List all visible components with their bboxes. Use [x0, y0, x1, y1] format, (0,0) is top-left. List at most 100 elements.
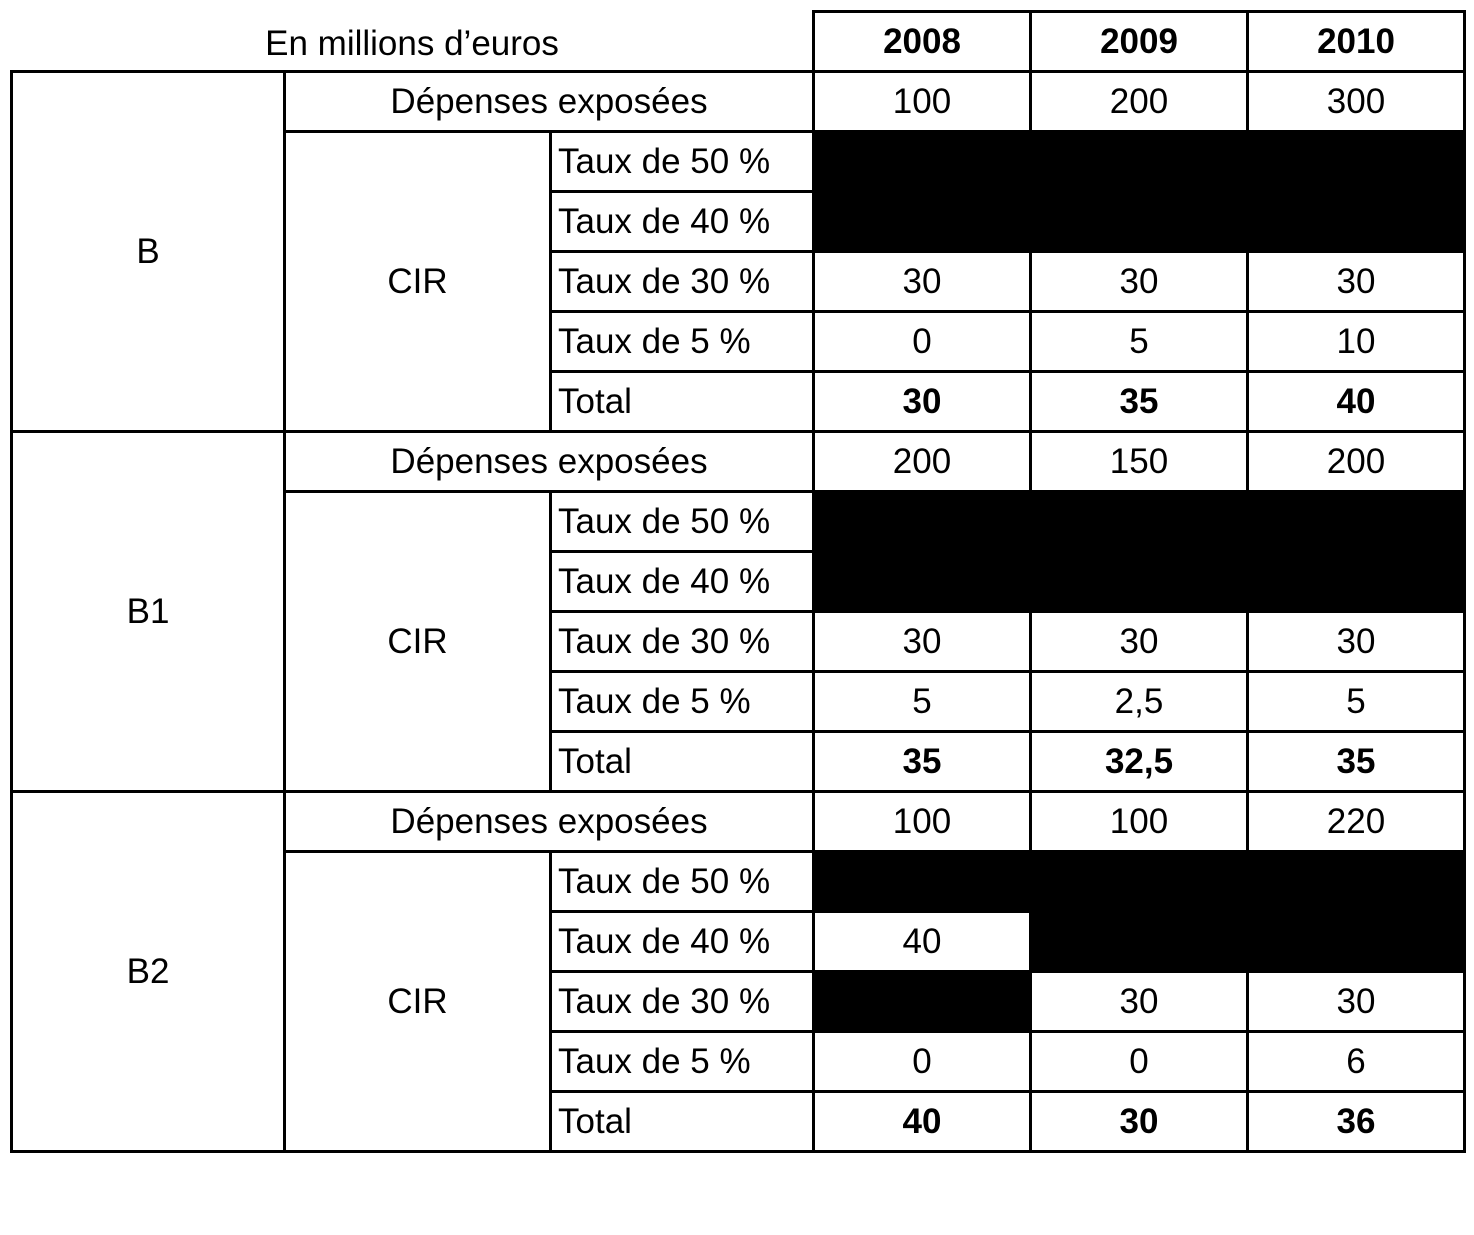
rate-value: 30: [1029, 250, 1249, 313]
expenses-value: 220: [1246, 790, 1466, 853]
rate-row: CIR Taux de 50 %: [12, 130, 1466, 433]
total-value: 36: [1246, 1090, 1466, 1153]
total-value: 30: [1029, 1090, 1249, 1153]
rate-value: 0: [1029, 1030, 1249, 1093]
blocked-cell: [1029, 850, 1249, 913]
total-value: 35: [1246, 730, 1466, 793]
rate-label: Taux de 40 %: [549, 910, 815, 973]
expenses-row: B Dépenses exposées 100 200 300: [10, 70, 1466, 433]
expenses-value: 100: [1029, 790, 1249, 853]
blocked-cell: [1029, 490, 1249, 553]
year-header: 2009: [1029, 10, 1249, 73]
blocked-cell: [1246, 850, 1466, 913]
expenses-label: Dépenses exposées: [283, 790, 815, 853]
rate-label: Taux de 50 %: [549, 130, 815, 193]
rate-row: Taux de 30 % 30 30 30: [12, 610, 1466, 673]
total-row: Total 35 32,5 35: [12, 730, 1466, 793]
rate-value: 6: [1246, 1030, 1466, 1093]
rate-value: 40: [812, 910, 1032, 973]
total-label: Total: [549, 730, 815, 793]
blocked-cell: [812, 850, 1032, 913]
blocked-cell: [1246, 550, 1466, 613]
expenses-value: 100: [812, 70, 1032, 133]
group-label: B2: [10, 790, 286, 1153]
rate-value: 0: [812, 1030, 1032, 1093]
table-caption: En millions d’euros: [265, 23, 559, 63]
cir-table: 2008 2009 2010 B Dépenses exposées 100 200 3…: [10, 10, 1466, 1153]
blocked-cell: [812, 550, 1032, 613]
rate-label: Taux de 5 %: [549, 1030, 815, 1093]
cir-label: CIR: [283, 490, 552, 793]
blocked-cell: [1246, 190, 1466, 253]
expenses-row: B1 Dépenses exposées 200 150 200: [10, 430, 1466, 793]
rate-label: Taux de 30 %: [549, 610, 815, 673]
blocked-cell: [812, 970, 1032, 1033]
rate-value: 30: [1029, 970, 1249, 1033]
rate-row: Taux de 5 % 0 5 10: [12, 310, 1466, 373]
rate-row: Taux de 30 % 30 30 30: [12, 250, 1466, 313]
cir-label: CIR: [283, 130, 552, 433]
rate-value: 5: [1246, 670, 1466, 733]
rate-label: Taux de 40 %: [549, 190, 815, 253]
caption-cell: [11, 11, 815, 73]
rate-row: CIR Taux de 50 %: [12, 490, 1466, 793]
blocked-cell: [1246, 130, 1466, 193]
total-value: 30: [812, 370, 1032, 433]
rate-value: 5: [812, 670, 1032, 733]
blocked-cell: [1246, 910, 1466, 973]
rate-value: 2,5: [1029, 670, 1249, 733]
rate-value: 30: [812, 250, 1032, 313]
total-row: Total 40 30 36: [12, 1090, 1466, 1153]
rate-row: Taux de 30 % 30 30: [12, 970, 1466, 1033]
blocked-cell: [1029, 130, 1249, 193]
expenses-value: 150: [1029, 430, 1249, 493]
rate-value: 30: [1029, 610, 1249, 673]
expenses-value: 200: [1246, 430, 1466, 493]
expenses-value: 200: [1029, 70, 1249, 133]
rate-row: Taux de 40 %: [12, 190, 1466, 253]
blocked-cell: [1246, 490, 1466, 553]
rate-row: Taux de 5 % 5 2,5 5: [12, 670, 1466, 733]
expenses-value: 200: [812, 430, 1032, 493]
header-row: 2008 2009 2010: [11, 10, 1466, 73]
rate-value: 5: [1029, 310, 1249, 373]
expenses-value: 300: [1246, 70, 1466, 133]
total-row: Total 30 35 40: [12, 370, 1466, 433]
rate-row: CIR Taux de 50 %: [12, 850, 1466, 1153]
total-value: 40: [1246, 370, 1466, 433]
total-value: 35: [1029, 370, 1249, 433]
expenses-row: B2 Dépenses exposées 100 100 220: [10, 790, 1466, 1153]
rate-value: 0: [812, 310, 1032, 373]
rate-row: Taux de 40 % 40: [12, 910, 1466, 973]
group-label: B1: [10, 430, 286, 793]
rate-row: Taux de 5 % 0 0 6: [12, 1030, 1466, 1093]
rate-label: Taux de 50 %: [549, 490, 815, 553]
blocked-cell: [1029, 190, 1249, 253]
rate-row: Taux de 40 %: [12, 550, 1466, 613]
total-value: 32,5: [1029, 730, 1249, 793]
year-header: 2010: [1246, 10, 1466, 73]
total-label: Total: [549, 370, 815, 433]
rate-label: Taux de 30 %: [549, 250, 815, 313]
total-value: 35: [812, 730, 1032, 793]
rate-value: 10: [1246, 310, 1466, 373]
total-label: Total: [549, 1090, 815, 1153]
total-value: 40: [812, 1090, 1032, 1153]
cir-label: CIR: [283, 850, 552, 1153]
rate-value: 30: [1246, 610, 1466, 673]
group-label: B: [10, 70, 286, 433]
expenses-label: Dépenses exposées: [283, 70, 815, 133]
blocked-cell: [812, 130, 1032, 193]
blocked-cell: [812, 490, 1032, 553]
rate-value: 30: [1246, 250, 1466, 313]
rate-label: Taux de 30 %: [549, 970, 815, 1033]
rate-label: Taux de 5 %: [549, 670, 815, 733]
rate-label: Taux de 50 %: [549, 850, 815, 913]
expenses-label: Dépenses exposées: [283, 430, 815, 493]
blocked-cell: [1029, 910, 1249, 973]
rate-value: 30: [1246, 970, 1466, 1033]
rate-label: Taux de 40 %: [549, 550, 815, 613]
rate-label: Taux de 5 %: [549, 310, 815, 373]
rate-value: 30: [812, 610, 1032, 673]
blocked-cell: [812, 190, 1032, 253]
